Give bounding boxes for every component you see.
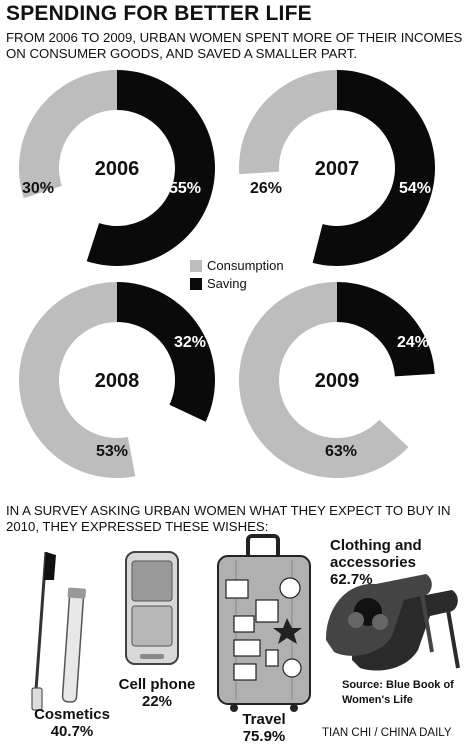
slice-label-saving: 54% — [399, 180, 431, 197]
legend-consumption: Consumption — [190, 258, 284, 273]
legend-consumption-label: Consumption — [207, 258, 284, 273]
slice-label-consumption: 53% — [96, 443, 128, 460]
donut-year-label: 2009 — [315, 370, 360, 392]
slice-label-consumption: 30% — [22, 180, 54, 197]
survey-item-value: 75.9% — [242, 728, 286, 745]
donut-slice-saving-2008 — [117, 282, 215, 422]
donut-slice-consumption-2007 — [239, 70, 337, 175]
survey-intro: IN A SURVEY ASKING URBAN WOMEN WHAT THEY… — [6, 503, 451, 534]
donut-slice-saving-2009 — [337, 282, 435, 377]
legend-saving-swatch — [190, 277, 202, 290]
credit-line: TIAN CHI / CHINA DAILY — [322, 727, 452, 739]
donut-slice-saving-2006 — [86, 70, 215, 267]
donut-year-label: 2007 — [315, 158, 360, 180]
donut-year-label: 2008 — [95, 370, 140, 392]
survey-item-cell-phone: Cell phone 22% — [112, 676, 202, 710]
survey-item-value: 62.7% — [330, 571, 373, 588]
survey-item-value: 40.7% — [50, 723, 94, 740]
chart-title: SPENDING FOR BETTER LIFE — [6, 2, 312, 25]
survey-item-label: Cell phone — [118, 676, 196, 693]
legend-consumption-swatch — [190, 259, 202, 272]
slice-label-saving: 55% — [169, 180, 201, 197]
legend-saving-label: Saving — [207, 276, 247, 291]
donut-slice-consumption-2008 — [19, 282, 136, 478]
slice-label-saving: 32% — [174, 334, 206, 351]
donut-slice-saving-2007 — [312, 70, 435, 266]
donut-slice-consumption-2009 — [238, 282, 409, 478]
chart-subtitle: FROM 2006 TO 2009, URBAN WOMEN SPENT MOR… — [6, 30, 463, 61]
donut-charts: 2006 55% 30% 2007 54% 26% 2008 32% 53% 2009 24% 63% — [18, 70, 435, 478]
mascara-icon — [31, 551, 86, 711]
slice-label-consumption: 26% — [250, 180, 282, 197]
survey-item-value: 22% — [141, 693, 173, 710]
survey-item-clothing: Clothing and accessories 62.7% — [330, 537, 442, 588]
survey-item-travel: Travel 75.9% — [216, 711, 312, 745]
high-heels-icon — [326, 574, 460, 671]
suitcase-icon — [217, 534, 311, 712]
slice-label-saving: 24% — [397, 334, 429, 351]
survey-item-label: Clothing and accessories — [330, 537, 422, 571]
survey-item-cosmetics: Cosmetics 40.7% — [22, 706, 122, 740]
legend-saving: Saving — [190, 276, 247, 291]
slice-label-consumption: 63% — [325, 443, 357, 460]
donut-year-label: 2006 — [95, 158, 140, 180]
survey-item-label: Cosmetics — [34, 706, 110, 723]
donut-slice-consumption-2006 — [18, 70, 117, 199]
survey-item-label: Travel — [242, 711, 286, 728]
flip-phone-icon — [125, 551, 179, 665]
source-note: Source: Blue Book of Women's Life — [342, 679, 454, 706]
